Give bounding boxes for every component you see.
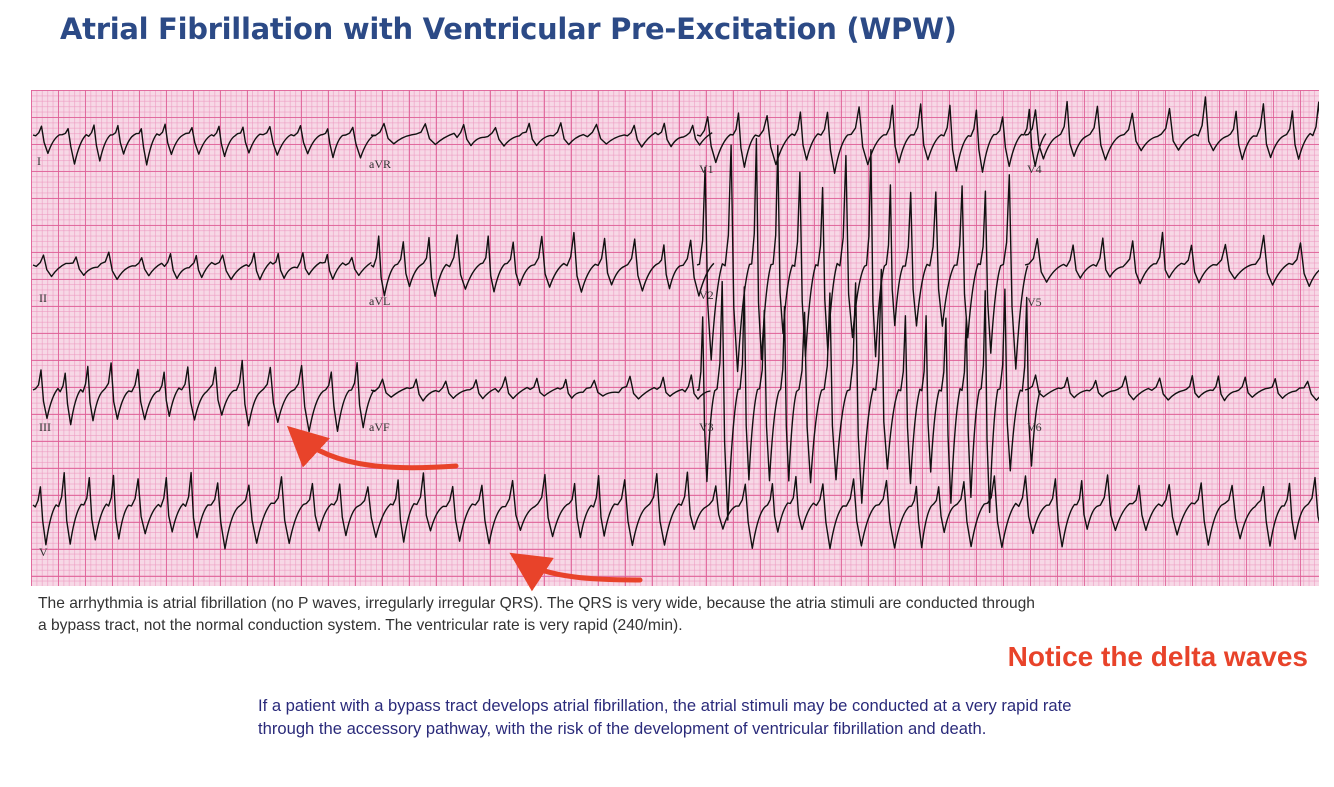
lead-label-v5: V5 [1027, 295, 1042, 309]
ecg-trace [32, 359, 375, 433]
lead-label-ii: II [39, 291, 47, 305]
lead-label-v1: V1 [699, 162, 714, 176]
ecg-trace [370, 231, 715, 297]
lead-label-avl: aVL [369, 294, 391, 308]
ecg-trace [32, 251, 372, 281]
lead-label-v6: V6 [1027, 420, 1042, 434]
ecg-trace [697, 268, 1041, 521]
caption-line-2: a bypass tract, not the normal conductio… [38, 617, 683, 634]
ecg-trace [1024, 96, 1319, 161]
lead-label-avr: aVR [369, 157, 391, 171]
ecg-traces [32, 96, 1319, 550]
lead-label-iii: III [39, 420, 51, 434]
clinical-note: If a patient with a bypass tract develop… [258, 696, 1072, 738]
ecg-trace [1024, 231, 1319, 287]
lead-label-v3: V3 [699, 420, 714, 434]
lead-label-i: I [37, 154, 41, 168]
ecg-strip: I II III V aVR aVL aVF V1 V2 V3 V4 V5 V6 [31, 90, 1319, 586]
lead-label-v2: V2 [699, 288, 714, 302]
ecg-trace [32, 123, 375, 166]
slide-title: Atrial Fibrillation with Ventricular Pre… [60, 12, 957, 46]
ecg-trace [1024, 374, 1319, 402]
lead-label-avf: aVF [369, 420, 390, 434]
delta-wave-callout: Notice the delta waves [1007, 641, 1308, 672]
ecg-trace [370, 122, 713, 148]
ecg-trace [32, 471, 1319, 550]
caption-line-1: The arrhythmia is atrial fibrillation (n… [38, 595, 1035, 612]
ecg-trace [370, 374, 711, 402]
lead-label-v4: V4 [1027, 162, 1042, 176]
ecg-trace [696, 137, 1029, 373]
lead-label-rhythm: V [39, 545, 48, 559]
ecg-trace [696, 103, 1047, 174]
caption: The arrhythmia is atrial fibrillation (n… [38, 593, 1328, 637]
